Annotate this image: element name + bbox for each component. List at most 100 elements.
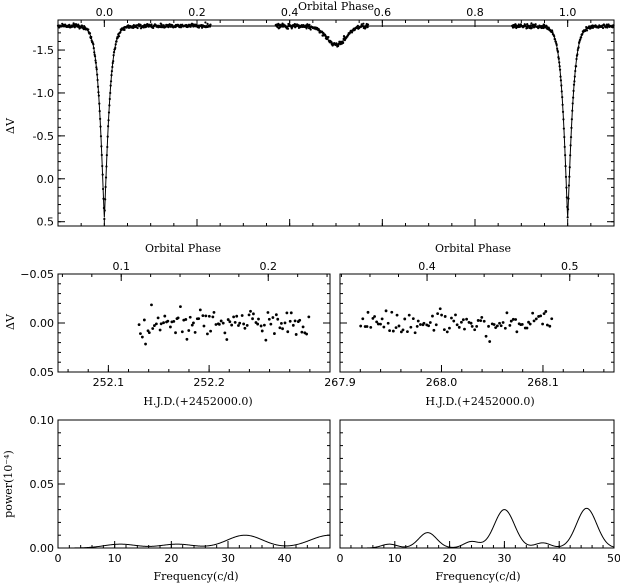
residual-point — [151, 327, 155, 330]
lightcurve-point — [87, 28, 90, 31]
residual-point — [260, 329, 264, 333]
residual-point — [442, 328, 446, 331]
lightcurve-point — [112, 60, 115, 63]
power-left-y-label: power(10⁻⁴) — [2, 450, 15, 518]
hjd-tick-label: 268.0 — [426, 376, 458, 389]
residual-point — [223, 331, 227, 335]
power-left-x-label: Frequency(c/d) — [154, 570, 239, 583]
residual-point — [166, 319, 170, 323]
residual-point — [176, 316, 180, 320]
residual-point — [515, 330, 519, 334]
residual-point — [301, 325, 305, 329]
residual-point — [288, 319, 292, 323]
phase-tick-label: 1.0 — [559, 6, 577, 19]
lightcurve-point — [569, 154, 572, 157]
residual-point — [411, 317, 415, 321]
residual-point — [457, 325, 461, 329]
freq-tick-label: 30 — [221, 552, 235, 565]
lightcurve-point — [112, 50, 116, 54]
residual-point — [256, 322, 260, 326]
y-tick-label: -1.0 — [33, 87, 54, 100]
lightcurve-point — [556, 47, 559, 50]
residual-point — [399, 330, 403, 334]
residual-point — [373, 315, 376, 318]
lightcurve-point — [96, 73, 99, 76]
hjd-tick-label: 252.2 — [193, 376, 225, 389]
lightcurve-point — [107, 119, 110, 122]
lightcurve-point — [99, 117, 102, 120]
lightcurve-point — [198, 26, 201, 29]
lightcurve-point — [572, 89, 575, 93]
lightcurve-point — [97, 94, 100, 97]
residual-point — [264, 338, 268, 342]
lightcurve-point — [111, 61, 114, 65]
phase-tick-label: 0.8 — [466, 6, 484, 19]
residual-point — [463, 327, 466, 331]
lightcurve-model-line — [58, 25, 614, 218]
lightcurve-point — [108, 104, 111, 107]
lightcurve-point — [104, 198, 107, 201]
residual-point — [298, 318, 302, 322]
lightcurve-point — [98, 102, 101, 105]
freq-tick-label: 0 — [55, 552, 62, 565]
phase-tick-label: 0.5 — [561, 260, 579, 273]
lightcurve-frame — [57, 19, 615, 227]
lightcurve-point — [109, 84, 112, 87]
residual-point — [416, 319, 420, 323]
lightcurve-point — [136, 26, 139, 30]
lightcurve-point — [558, 65, 561, 68]
lightcurve-point — [564, 154, 567, 157]
residual-point — [243, 326, 247, 330]
residuals-right-panel: 0.4 0.5 267.9 268.0 268.1 Orbital Phase H.J… — [324, 242, 615, 408]
residual-point — [482, 319, 486, 323]
power-right-frame — [339, 419, 615, 549]
lightcurve-point — [119, 31, 122, 34]
lightcurve-point — [168, 23, 171, 26]
lightcurve-point — [562, 118, 565, 121]
residual-point — [214, 323, 218, 326]
residual-point — [479, 319, 483, 323]
lightcurve-point — [200, 26, 204, 29]
residual-point — [390, 310, 394, 314]
lightcurve-point — [101, 164, 104, 168]
residual-point — [454, 313, 457, 317]
residual-point — [428, 321, 432, 324]
residual-point — [431, 314, 434, 318]
lightcurve-point — [101, 173, 104, 176]
residuals-right-x-ticks: 267.9 268.0 268.1 — [324, 365, 605, 389]
lightcurve-point — [110, 70, 114, 73]
lightcurve-point — [209, 23, 212, 26]
residual-point — [140, 335, 144, 339]
lightcurve-point — [573, 75, 576, 78]
residual-point — [162, 321, 165, 325]
lightcurve-point — [145, 25, 148, 28]
lightcurve-point — [571, 102, 574, 105]
lightcurve-point — [100, 153, 103, 157]
lightcurve-point — [581, 32, 584, 35]
residual-point — [217, 323, 221, 326]
residual-point — [158, 328, 162, 332]
residual-point — [371, 316, 375, 320]
residual-point — [394, 326, 398, 329]
lightcurve-point — [116, 36, 119, 39]
residual-point — [499, 324, 503, 328]
lightcurve-point — [563, 135, 566, 139]
lightcurve-point — [366, 26, 369, 29]
freq-tick-label: 0 — [337, 552, 344, 565]
lightcurve-point — [574, 65, 578, 68]
residuals-right-x-label: H.J.D.(+2452000.0) — [425, 395, 534, 408]
lightcurve-point — [150, 23, 153, 26]
lightcurve-point — [542, 26, 545, 30]
residual-point — [193, 330, 197, 334]
residual-point — [291, 323, 295, 327]
lightcurve-point — [530, 22, 533, 25]
power-left-panel: 0.00 0.05 0.10 0 10 20 30 40 Frequency(c/d) po… — [2, 414, 331, 583]
residual-point — [406, 330, 409, 334]
residual-point — [419, 323, 422, 326]
lightcurve-point — [109, 80, 113, 83]
hjd-tick-label: 268.1 — [527, 376, 559, 389]
residual-point — [476, 319, 480, 322]
residual-point — [180, 330, 184, 334]
residual-point — [159, 322, 163, 326]
lightcurve-point — [579, 38, 582, 41]
